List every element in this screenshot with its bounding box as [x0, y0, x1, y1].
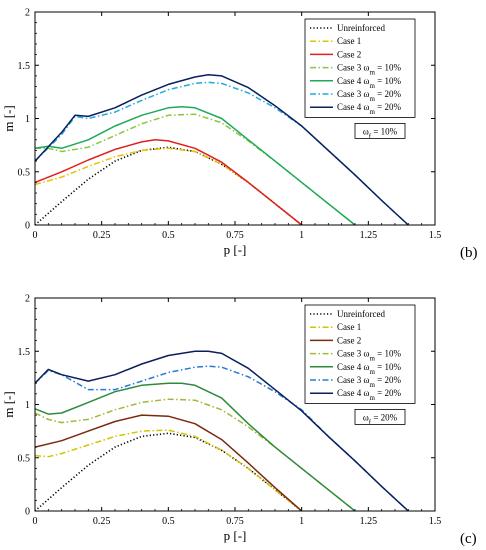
series-line-7	[34, 74, 409, 226]
x-tick-label: 0.5	[162, 516, 175, 527]
x-tick-label: 1.25	[360, 230, 378, 241]
legend-label: Case 3 ωm = 10%	[337, 63, 401, 77]
series-line-1	[34, 432, 303, 512]
x-tick-label: 1.5	[429, 516, 442, 527]
y-tick-label: 2	[25, 8, 30, 19]
legend-label: Case 4 ωm = 10%	[337, 362, 401, 376]
legend-label: Case 3 ωm = 20%	[337, 89, 401, 103]
legend-label: Case 3 ωm = 10%	[337, 349, 401, 363]
y-tick-label: 0.5	[18, 453, 31, 464]
legend-label: Case 1	[337, 322, 361, 332]
legend-label: Unreinforced	[337, 309, 385, 319]
x-axis-label: p [-]	[224, 242, 247, 257]
series-line-2	[34, 147, 303, 226]
series-line-2	[34, 429, 303, 512]
y-tick-label: 0	[25, 221, 30, 232]
chart-panel-1: 0 0.25 0.5 0.75 1 1.25 1.5 0 0.5 1 1.5 2 p [-] m [-] U…	[1, 8, 478, 262]
series-line-1	[34, 146, 303, 226]
legend-label: Case 2	[337, 49, 361, 59]
x-tick-label: 1.25	[360, 516, 378, 527]
y-tick-label: 1.5	[18, 61, 31, 72]
annotation-text: ωf = 10%	[363, 126, 398, 140]
legend-label: Case 4 ωm = 20%	[337, 102, 401, 116]
x-tick-label: 0.75	[226, 230, 244, 241]
x-tick-label: 1	[299, 230, 304, 241]
chart-panel-2: 0 0.25 0.5 0.75 1 1.25 1.5 0 0.5 1 1.5 2 p [-] m [-] U…	[1, 294, 477, 548]
y-tick-label: 1	[25, 400, 30, 411]
x-tick-label: 0.25	[93, 230, 111, 241]
series-line-5	[34, 382, 356, 512]
legend-label: Case 2	[337, 335, 361, 345]
y-tick-label: 1	[25, 114, 30, 125]
x-tick-label: 1	[299, 516, 304, 527]
annotation-box	[354, 408, 406, 425]
y-axis-label: m [-]	[1, 105, 16, 131]
x-tick-label: 0.25	[93, 516, 111, 527]
y-tick-label: 0	[25, 507, 30, 518]
legend-label: Case 3 ωm = 20%	[337, 375, 401, 389]
x-tick-label: 0	[33, 516, 38, 527]
y-tick-label: 1.5	[18, 347, 31, 358]
legend-label: Case 4 ωm = 10%	[337, 76, 401, 90]
x-tick-label: 0.75	[226, 516, 244, 527]
panel-tag: (b)	[460, 245, 478, 261]
legend-label: Unreinforced	[337, 23, 385, 33]
y-axis-label: m [-]	[1, 391, 16, 417]
series-line-5	[34, 106, 356, 226]
panel-tag: (c)	[460, 531, 477, 547]
x-axis-label: p [-]	[224, 528, 247, 543]
series-line-3	[34, 139, 303, 226]
series-line-4	[34, 398, 356, 512]
y-tick-label: 0.5	[18, 167, 31, 178]
x-tick-label: 0.5	[162, 230, 175, 241]
annotation-box	[354, 123, 406, 139]
legend-label: Case 4 ωm = 20%	[337, 388, 401, 402]
x-tick-label: 1.5	[429, 230, 442, 241]
series-line-3	[34, 414, 303, 512]
x-tick-label: 0	[33, 230, 38, 241]
y-tick-label: 2	[25, 294, 30, 305]
annotation-text: ωf = 20%	[363, 412, 398, 426]
legend-label: Case 1	[337, 36, 361, 46]
series-line-7	[34, 350, 409, 512]
